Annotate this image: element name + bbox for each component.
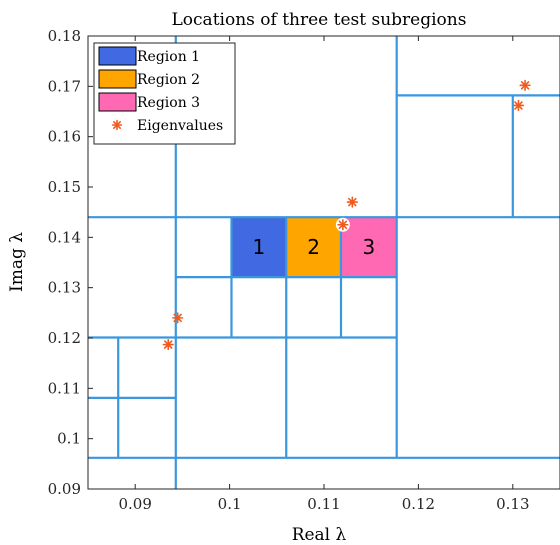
y-tick-label: 0.14 — [48, 228, 81, 246]
legend-swatch-region-1 — [98, 46, 137, 66]
y-tick-label: 0.17 — [48, 77, 81, 95]
y-tick-label: 0.09 — [48, 480, 81, 498]
legend-eigenvalue-marker — [111, 119, 123, 131]
y-axis-label: Imag λ — [7, 232, 27, 292]
legend-label-region-2: Region 2 — [137, 72, 200, 88]
x-tick-label: 0.09 — [118, 495, 151, 513]
legend-label-eigenvalues: Eigenvalues — [137, 118, 223, 134]
y-tick-label: 0.1 — [57, 430, 81, 448]
x-tick-label: 0.1 — [218, 495, 242, 513]
region-1-rect — [230, 216, 287, 278]
y-tick-label: 0.15 — [48, 178, 81, 196]
x-tick-label: 0.11 — [307, 495, 340, 513]
plot-content: 1 2 3 — [88, 36, 560, 489]
legend-swatch-region-3 — [98, 92, 137, 112]
region-3-rect — [340, 216, 398, 278]
x-tick-label: 0.12 — [402, 495, 435, 513]
legend: Region 1 Region 2 Region 3 Eigenvalues — [93, 42, 236, 145]
y-tick-label: 0.13 — [48, 279, 81, 297]
legend-swatch-region-2 — [98, 69, 137, 89]
y-tick-label: 0.12 — [48, 329, 81, 347]
region-2-label: 2 — [307, 235, 320, 259]
legend-label-region-3: Region 3 — [137, 95, 200, 111]
eigenvalue-marker — [337, 219, 349, 231]
x-axis-label: Real λ — [292, 525, 347, 545]
y-tick-label: 0.18 — [48, 27, 81, 45]
region-3-label: 3 — [362, 235, 375, 259]
eigenvalue-marker — [519, 79, 531, 91]
chart-title: Locations of three test subregions — [172, 10, 467, 30]
y-tick-label: 0.11 — [48, 379, 81, 397]
eigenvalue-marker — [512, 99, 525, 112]
legend-label-region-1: Region 1 — [137, 49, 200, 65]
eigenvalue-marker — [346, 196, 358, 208]
eigenvalue-marker — [162, 338, 174, 351]
eigenvalue-marker — [172, 312, 184, 324]
y-tick-label: 0.16 — [48, 128, 81, 146]
region-1-label: 1 — [252, 235, 265, 259]
x-tick-label: 0.13 — [496, 495, 529, 513]
